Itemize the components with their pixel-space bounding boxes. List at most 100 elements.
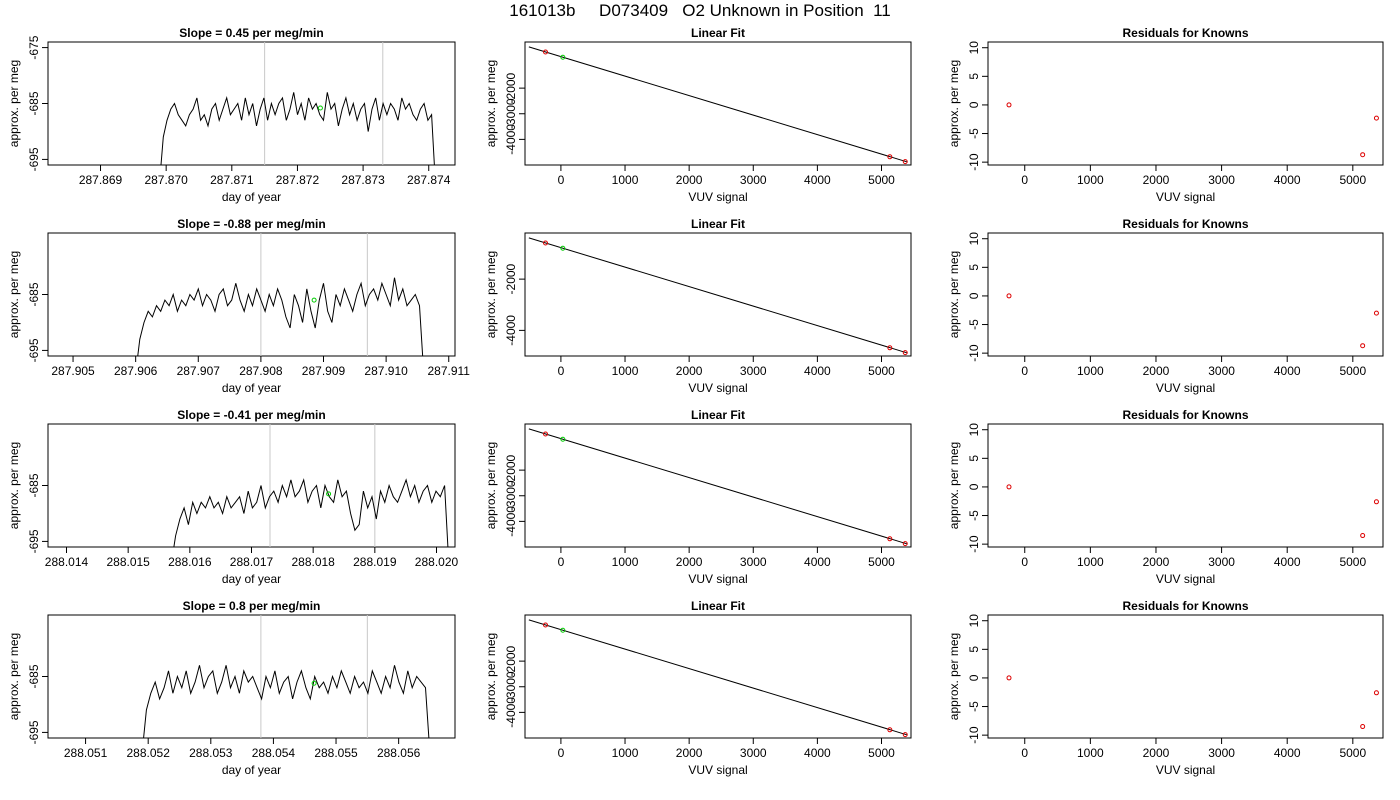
residual-point <box>1006 484 1012 490</box>
plot-area <box>1006 675 1379 730</box>
x-tick-label: 0 <box>558 364 565 378</box>
x-axis-label: VUV signal <box>688 381 747 395</box>
x-tick-label: 287.871 <box>210 173 254 187</box>
x-axis-label: VUV signal <box>688 572 747 586</box>
x-tick-label: 3000 <box>1208 173 1235 187</box>
known-point <box>887 536 893 542</box>
x-tick-label: 2000 <box>1143 555 1170 569</box>
plot-frame <box>987 232 1384 357</box>
x-tick-label: 287.909 <box>302 364 346 378</box>
y-tick-label: -10 <box>967 726 981 744</box>
y-tick-label: 10 <box>967 423 981 437</box>
chart-panel-time-series-row1: Slope = 0.45 per meg/min day of year appro… <box>7 26 456 204</box>
x-tick-label: 288.018 <box>291 555 335 569</box>
residual-point <box>1373 690 1379 696</box>
y-tick-label: -695 <box>27 720 41 744</box>
y-axis-label: approx. per meg <box>947 251 961 338</box>
known-point <box>887 154 893 160</box>
x-tick-label: 3000 <box>740 173 767 187</box>
x-tick-label: 5000 <box>868 173 895 187</box>
x-axis-label: VUV signal <box>1156 763 1215 777</box>
chart-title: Linear Fit <box>691 599 745 613</box>
y-axis-label: approx. per meg <box>7 442 21 529</box>
x-axis-label: VUV signal <box>688 763 747 777</box>
chart-title: Residuals for Knowns <box>1122 217 1248 231</box>
chart-title: Slope = 0.45 per meg/min <box>179 26 323 40</box>
chart-panel-linear-fit-row3: Linear Fit VUV signal approx. per meg 0 1000… <box>484 408 912 586</box>
plot-frame <box>987 41 1384 166</box>
x-tick-label: 0 <box>558 173 565 187</box>
series-line <box>143 665 430 738</box>
x-tick-label: 4000 <box>1274 746 1301 760</box>
green-marker-point <box>326 491 332 497</box>
y-tick-label: 10 <box>967 41 981 55</box>
chart-title: Linear Fit <box>691 217 745 231</box>
x-tick-label: 0 <box>1021 364 1028 378</box>
y-tick-label: 10 <box>967 232 981 246</box>
residual-point <box>1373 499 1379 505</box>
x-tick-label: 2000 <box>676 364 703 378</box>
x-tick-label: 5000 <box>1339 746 1366 760</box>
y-axis-label: approx. per meg <box>484 251 498 338</box>
plot-area <box>528 237 908 356</box>
y-tick-label: -2000 <box>504 263 518 294</box>
plot-area <box>143 615 430 738</box>
y-tick-label: 0 <box>967 292 981 299</box>
x-tick-label: 2000 <box>1143 746 1170 760</box>
plot-area <box>1006 484 1379 539</box>
x-tick-label: 288.051 <box>64 746 108 760</box>
y-tick-label: -4000 <box>504 315 518 346</box>
plot-frame <box>524 41 912 166</box>
x-tick-label: 1000 <box>612 555 639 569</box>
plot-frame <box>47 232 456 357</box>
x-tick-label: 3000 <box>740 746 767 760</box>
x-tick-label: 2000 <box>676 555 703 569</box>
x-tick-label: 1000 <box>1077 746 1104 760</box>
y-tick-label: -5 <box>967 128 981 139</box>
chart-title: Slope = -0.88 per meg/min <box>177 217 325 231</box>
chart-panel-residuals-row4: Residuals for Knowns VUV signal approx. pe… <box>947 599 1384 777</box>
x-tick-label: 4000 <box>804 364 831 378</box>
x-tick-label: 0 <box>558 746 565 760</box>
chart-panel-residuals-row2: Residuals for Knowns VUV signal approx. pe… <box>947 217 1384 395</box>
x-tick-label: 288.019 <box>353 555 397 569</box>
residual-point <box>1360 152 1366 158</box>
x-axis-label: day of year <box>222 763 281 777</box>
chart-title: Slope = -0.41 per meg/min <box>177 408 325 422</box>
x-tick-label: 3000 <box>740 555 767 569</box>
residual-point <box>1373 115 1379 121</box>
x-tick-label: 4000 <box>804 173 831 187</box>
x-tick-label: 4000 <box>1274 555 1301 569</box>
unknown-point <box>560 54 566 60</box>
y-tick-label: -3000 <box>504 480 518 511</box>
chart-title: Residuals for Knowns <box>1122 26 1248 40</box>
y-tick-label: -4000 <box>504 124 518 155</box>
green-marker-point <box>311 680 317 686</box>
known-point <box>902 159 908 165</box>
chart-title: Linear Fit <box>691 408 745 422</box>
y-tick-label: -3000 <box>504 98 518 129</box>
y-tick-label: -695 <box>27 338 41 362</box>
x-tick-label: 5000 <box>1339 173 1366 187</box>
chart-panel-linear-fit-row1: Linear Fit VUV signal approx. per meg 0 1000… <box>484 26 912 204</box>
plot-frame <box>47 423 456 548</box>
plot-frame <box>524 423 912 548</box>
x-axis-label: VUV signal <box>1156 381 1215 395</box>
y-axis-label: approx. per meg <box>947 633 961 720</box>
x-tick-label: 288.054 <box>252 746 296 760</box>
x-tick-label: 0 <box>1021 555 1028 569</box>
x-tick-label: 4000 <box>804 746 831 760</box>
x-tick-label: 2000 <box>1143 364 1170 378</box>
known-point <box>902 732 908 738</box>
x-tick-label: 5000 <box>868 746 895 760</box>
y-tick-label: -695 <box>27 529 41 553</box>
chart-panel-time-series-row4: Slope = 0.8 per meg/min day of year approx… <box>7 599 456 777</box>
x-axis-label: day of year <box>222 381 281 395</box>
y-tick-label: 0 <box>967 483 981 490</box>
plot-area <box>528 619 908 738</box>
known-point <box>887 727 893 733</box>
residual-point <box>1360 724 1366 730</box>
x-axis-label: VUV signal <box>688 190 747 204</box>
chart-panel-residuals-row1: Residuals for Knowns VUV signal approx. pe… <box>947 26 1384 204</box>
y-axis-label: approx. per meg <box>484 442 498 529</box>
